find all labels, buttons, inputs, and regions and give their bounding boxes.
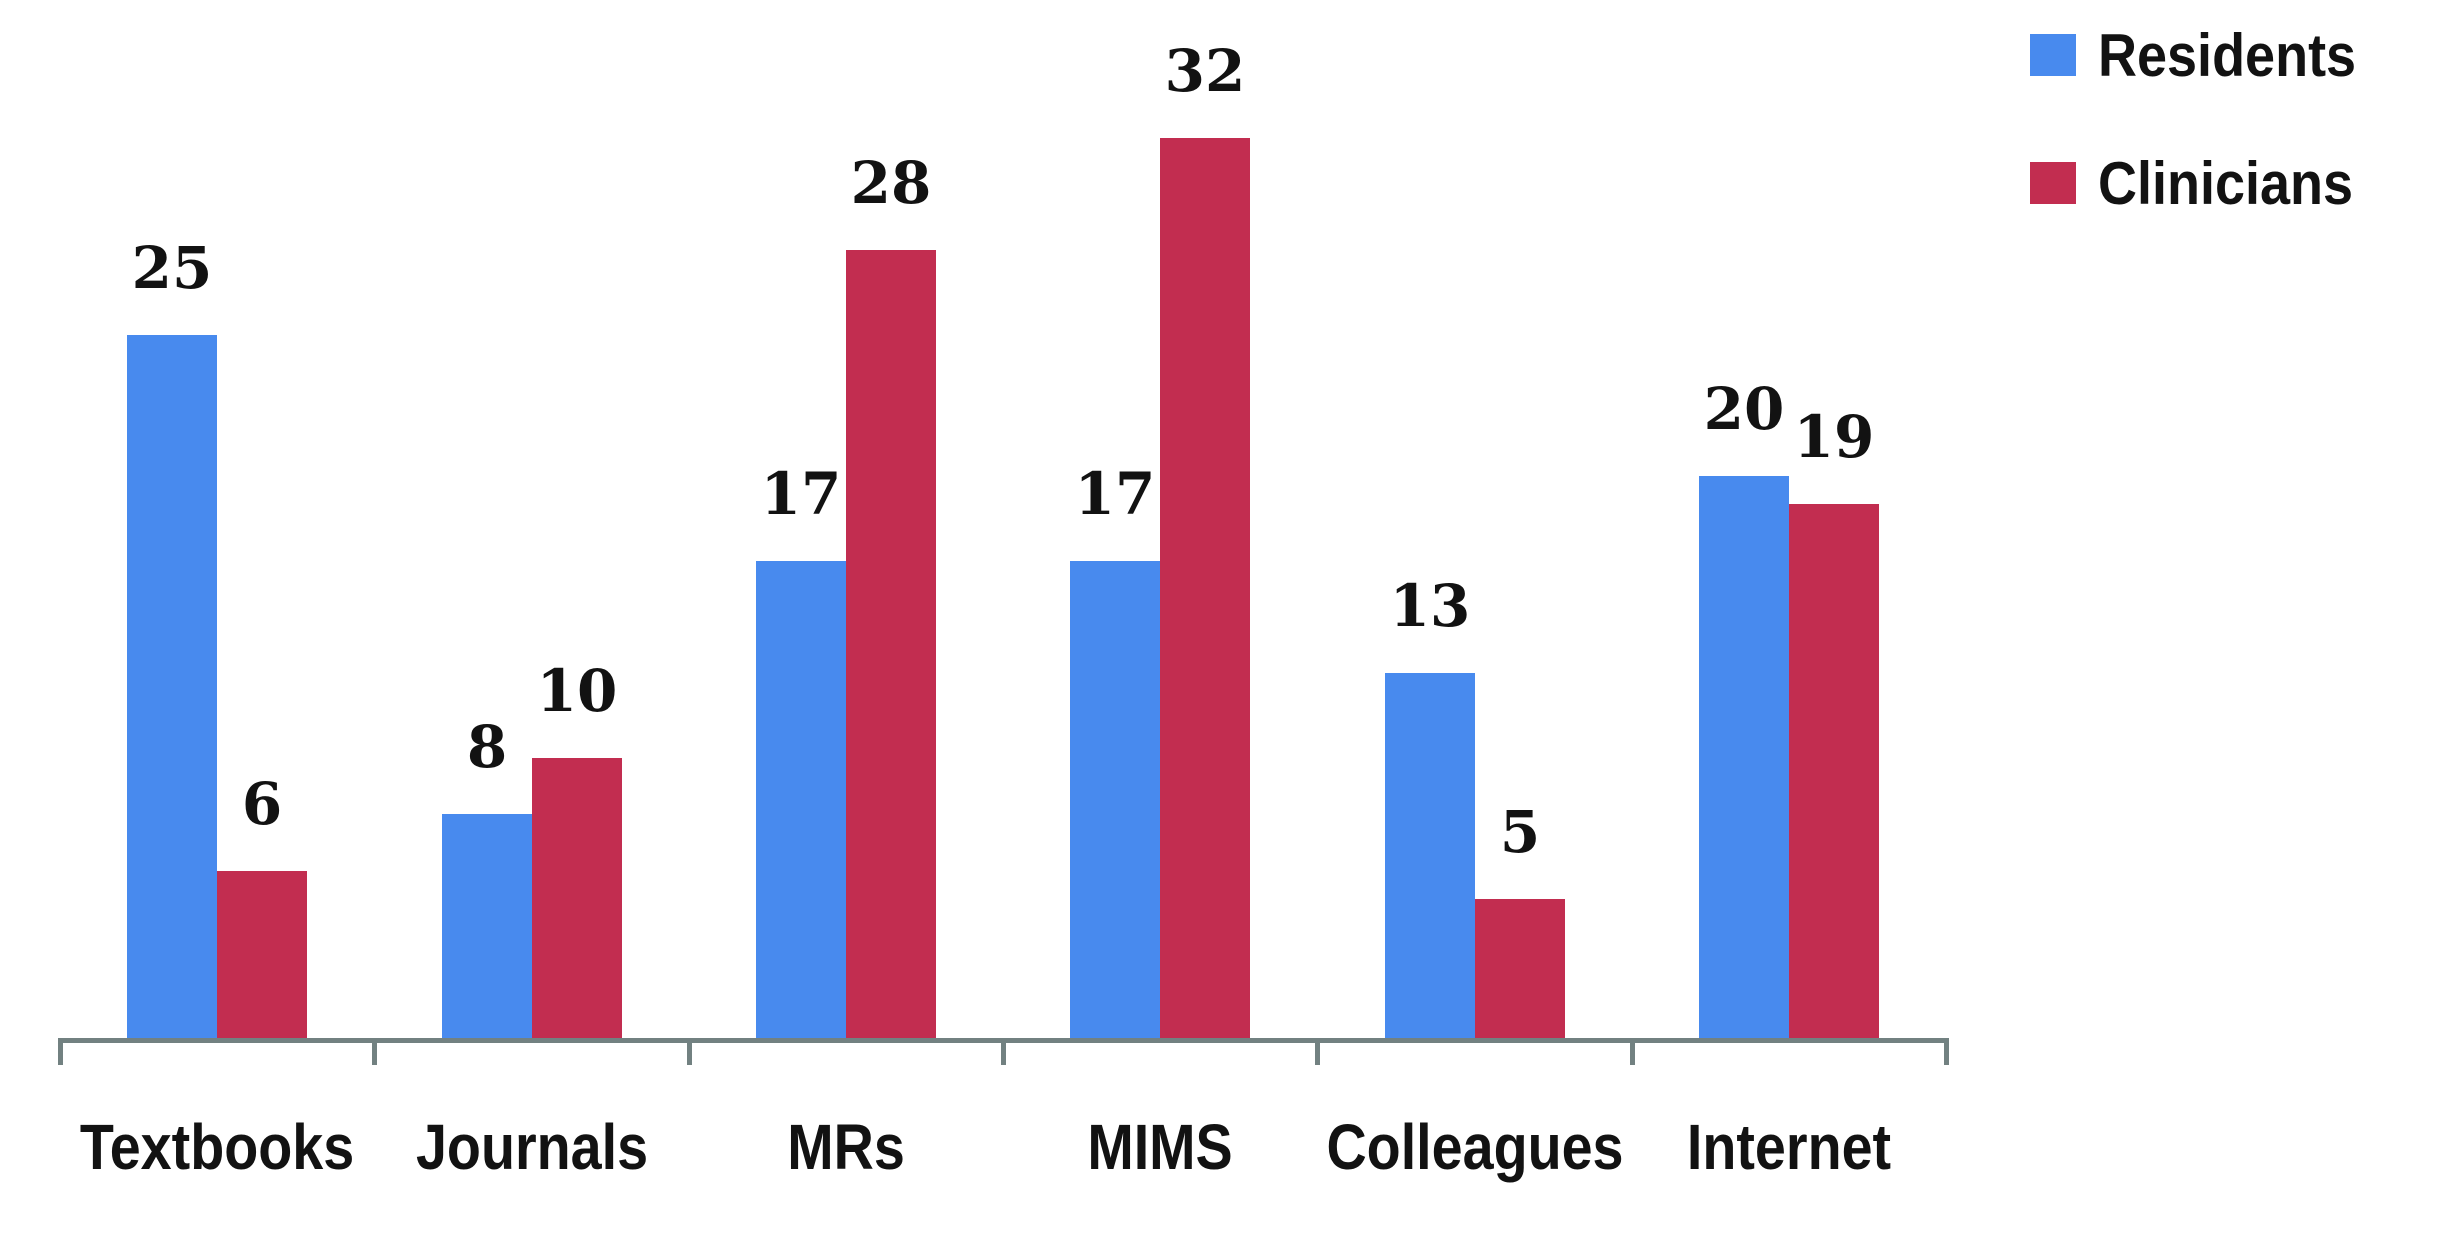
legend-entry-clinicians: Clinicians — [2030, 149, 2381, 217]
bar-residents-mrs — [756, 561, 846, 1040]
x-axis-tick — [1630, 1038, 1635, 1065]
category-label-colleagues: Colleagues — [1325, 1111, 1624, 1183]
category-label-internet: Internet — [1686, 1111, 1891, 1183]
x-axis-tick — [58, 1038, 63, 1065]
x-axis-tick — [372, 1038, 377, 1065]
value-label-clinicians-mims: 32 — [1164, 37, 1246, 105]
category-label-textbooks: Textbooks — [79, 1111, 355, 1183]
legend-swatch-residents — [2030, 34, 2076, 76]
bar-residents-colleagues — [1385, 673, 1475, 1040]
value-label-clinicians-journals: 10 — [536, 657, 618, 725]
value-label-clinicians-mrs: 28 — [850, 149, 932, 217]
legend-label-clinicians: Clinicians — [2098, 149, 2354, 217]
bar-residents-internet — [1699, 476, 1789, 1040]
legend-swatch-clinicians — [2030, 162, 2076, 204]
x-axis-tick — [1315, 1038, 1320, 1065]
bar-clinicians-mrs — [846, 250, 936, 1040]
value-label-residents-colleagues: 13 — [1389, 572, 1471, 640]
value-label-clinicians-internet: 19 — [1793, 403, 1875, 471]
bar-clinicians-textbooks — [217, 871, 307, 1040]
bar-clinicians-colleagues — [1475, 899, 1565, 1040]
x-axis-tick — [1001, 1038, 1006, 1065]
bar-residents-journals — [442, 814, 532, 1040]
bar-residents-mims — [1070, 561, 1160, 1040]
category-label-journals: Journals — [415, 1111, 648, 1183]
legend-entry-residents: Residents — [2030, 21, 2385, 89]
value-label-clinicians-colleagues: 5 — [1499, 798, 1541, 866]
bar-clinicians-journals — [532, 758, 622, 1040]
category-label-mims: MIMS — [1087, 1111, 1233, 1183]
value-label-residents-textbooks: 25 — [131, 234, 213, 302]
x-axis-tick — [687, 1038, 692, 1065]
value-label-residents-journals: 8 — [466, 713, 508, 781]
bar-residents-textbooks — [127, 335, 217, 1040]
value-label-residents-internet: 20 — [1703, 375, 1785, 443]
value-label-residents-mims: 17 — [1074, 460, 1156, 528]
category-label-mrs: MRs — [787, 1111, 905, 1183]
value-label-clinicians-textbooks: 6 — [241, 770, 283, 838]
x-axis-tick — [1944, 1038, 1949, 1065]
bar-clinicians-mims — [1160, 138, 1250, 1040]
value-label-residents-mrs: 17 — [760, 460, 842, 528]
legend-label-residents: Residents — [2098, 21, 2357, 89]
bar-clinicians-internet — [1789, 504, 1879, 1040]
